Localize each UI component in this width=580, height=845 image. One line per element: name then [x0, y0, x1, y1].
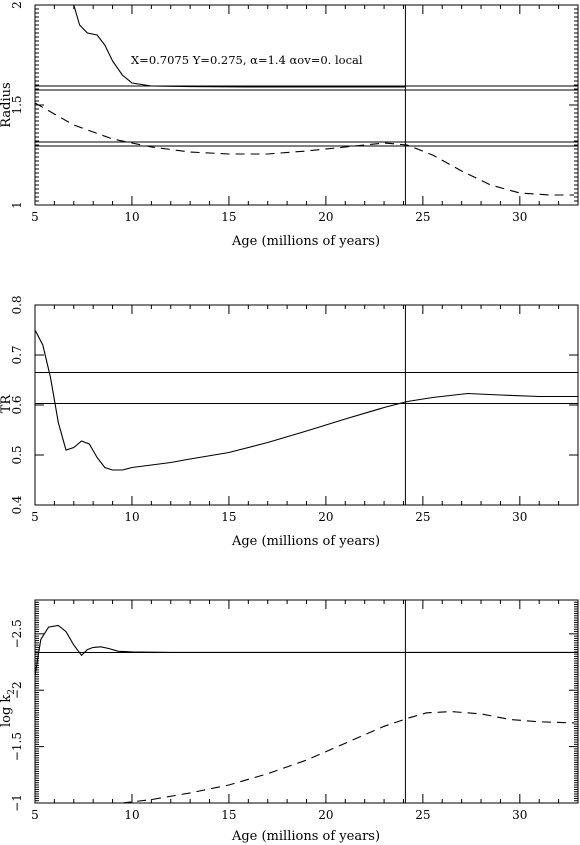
logk2-solid-curve [34, 624, 578, 676]
tr-x-tick-label: 25 [415, 510, 430, 524]
tr-y-tick-label: 0.6 [10, 395, 24, 414]
tr-solid-curve [34, 329, 578, 471]
logk2-y-tick-label: −2.5 [10, 619, 24, 648]
logk2-dashed-curve [122, 711, 575, 804]
logk2-x-tick-label: 5 [31, 808, 39, 822]
logk2-panel: Age (millions of years) log k2 5 10 15 20 25… [0, 599, 579, 844]
tr-x-tick-label: 15 [221, 510, 236, 524]
radius-y-axis-title: Radius [0, 82, 14, 127]
radius-x-tick-label: 5 [31, 210, 39, 224]
tr-y-tick-label: 0.4 [10, 495, 24, 514]
radius-solid-curve [73, 4, 406, 88]
tr-x-tick-label: 30 [512, 510, 527, 524]
radius-x-tick-label: 10 [124, 210, 139, 224]
logk2-ylabel-sub: 2 [7, 689, 17, 695]
logk2-y-tick-label: −1.5 [10, 732, 24, 761]
logk2-ylabel-main: log k [0, 695, 14, 727]
radius-x-tick-label: 15 [221, 210, 236, 224]
logk2-x-tick-label: 25 [415, 808, 430, 822]
radius-x-tick-label: 25 [415, 210, 430, 224]
radius-dashed-curve [34, 102, 575, 196]
radius-annotation: X=0.7075 Y=0.275, α=1.4 αov=0. local [131, 53, 363, 67]
tr-y-tick-label: 0.8 [10, 295, 24, 314]
tr-plot-frame [34, 304, 579, 506]
logk2-x-axis-title: Age (millions of years) [231, 829, 380, 844]
radius-y-tick-label: 2 [10, 1, 24, 9]
tr-x-tick-label: 20 [318, 510, 333, 524]
tr-x-tick-label: 10 [124, 510, 139, 524]
tr-x-tick-label: 5 [31, 510, 39, 524]
logk2-x-tick-label: 20 [318, 808, 333, 822]
tr-panel: Age (millions of years) TR 5 10 15 20 25 30 0.… [0, 295, 579, 549]
logk2-x-tick-label: 30 [512, 808, 527, 822]
radius-x-axis-title: Age (millions of years) [231, 234, 380, 249]
logk2-x-tick-label: 10 [124, 808, 139, 822]
tr-x-axis-title: Age (millions of years) [231, 534, 380, 549]
radius-x-tick-label: 30 [512, 210, 527, 224]
radius-y-tick-label: 1.5 [10, 95, 24, 114]
radius-panel: X=0.7075 Y=0.275, α=1.4 αov=0. local Age… [0, 1, 579, 249]
radius-y-tick-label: 1 [10, 201, 24, 209]
logk2-y-axis-title: log k2 [0, 689, 17, 727]
tr-y-tick-label: 0.5 [10, 445, 24, 464]
logk2-y-tick-label: −2 [10, 681, 24, 699]
radius-x-tick-label: 20 [318, 210, 333, 224]
radius-plot-frame [34, 4, 579, 206]
tr-y-axis-title: TR [0, 394, 14, 414]
logk2-plot-frame [34, 599, 579, 804]
tr-y-tick-label: 0.7 [10, 345, 24, 364]
logk2-x-tick-label: 15 [221, 808, 236, 822]
logk2-y-tick-label: −1 [10, 794, 24, 812]
